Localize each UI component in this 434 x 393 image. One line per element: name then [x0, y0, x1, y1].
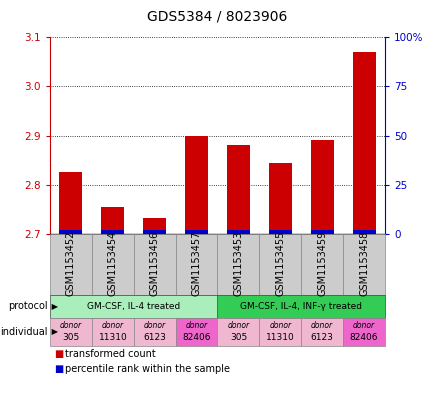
Text: 11310: 11310 — [98, 333, 127, 342]
Text: GSM1153456: GSM1153456 — [149, 230, 159, 296]
Text: GSM1153454: GSM1153454 — [108, 230, 118, 296]
Text: donor: donor — [102, 321, 124, 330]
Bar — [143, 218, 166, 234]
Text: 82406: 82406 — [349, 333, 378, 342]
Text: 305: 305 — [229, 333, 247, 342]
Text: 6123: 6123 — [143, 333, 166, 342]
Bar — [59, 230, 82, 234]
Bar — [352, 52, 375, 234]
Text: donor: donor — [352, 321, 374, 330]
Text: donor: donor — [269, 321, 291, 330]
Bar — [227, 145, 250, 234]
Bar — [184, 230, 207, 234]
Text: donor: donor — [60, 321, 82, 330]
Text: GSM1153455: GSM1153455 — [275, 230, 285, 296]
Text: GSM1153457: GSM1153457 — [191, 230, 201, 296]
Text: GSM1153453: GSM1153453 — [233, 230, 243, 296]
Bar — [352, 230, 375, 234]
Bar — [310, 141, 333, 234]
Text: GSM1153459: GSM1153459 — [316, 230, 326, 296]
Text: individual: individual — [0, 327, 48, 337]
Text: 11310: 11310 — [265, 333, 294, 342]
Text: donor: donor — [310, 321, 332, 330]
Text: 6123: 6123 — [310, 333, 333, 342]
Text: ▶: ▶ — [49, 302, 58, 310]
Text: GM-CSF, IL-4 treated: GM-CSF, IL-4 treated — [87, 302, 180, 310]
Bar — [101, 207, 124, 234]
Text: donor: donor — [143, 321, 165, 330]
Text: donor: donor — [185, 321, 207, 330]
Bar — [310, 230, 333, 234]
Text: transformed count: transformed count — [65, 349, 156, 360]
Bar — [268, 230, 291, 234]
Text: ▶: ▶ — [49, 327, 58, 336]
Bar — [101, 230, 124, 234]
Text: donor: donor — [227, 321, 249, 330]
Bar — [268, 163, 291, 234]
Text: percentile rank within the sample: percentile rank within the sample — [65, 364, 230, 375]
Bar — [184, 136, 207, 234]
Text: GSM1153458: GSM1153458 — [358, 230, 368, 296]
Text: ■: ■ — [54, 349, 63, 360]
Bar — [143, 230, 166, 234]
Text: ■: ■ — [54, 364, 63, 375]
Text: GDS5384 / 8023906: GDS5384 / 8023906 — [147, 10, 287, 24]
Text: 82406: 82406 — [182, 333, 210, 342]
Bar — [59, 173, 82, 234]
Text: GM-CSF, IL-4, INF-γ treated: GM-CSF, IL-4, INF-γ treated — [240, 302, 362, 310]
Text: 305: 305 — [62, 333, 79, 342]
Text: GSM1153452: GSM1153452 — [66, 230, 76, 296]
Text: protocol: protocol — [8, 301, 48, 311]
Bar — [227, 230, 250, 234]
